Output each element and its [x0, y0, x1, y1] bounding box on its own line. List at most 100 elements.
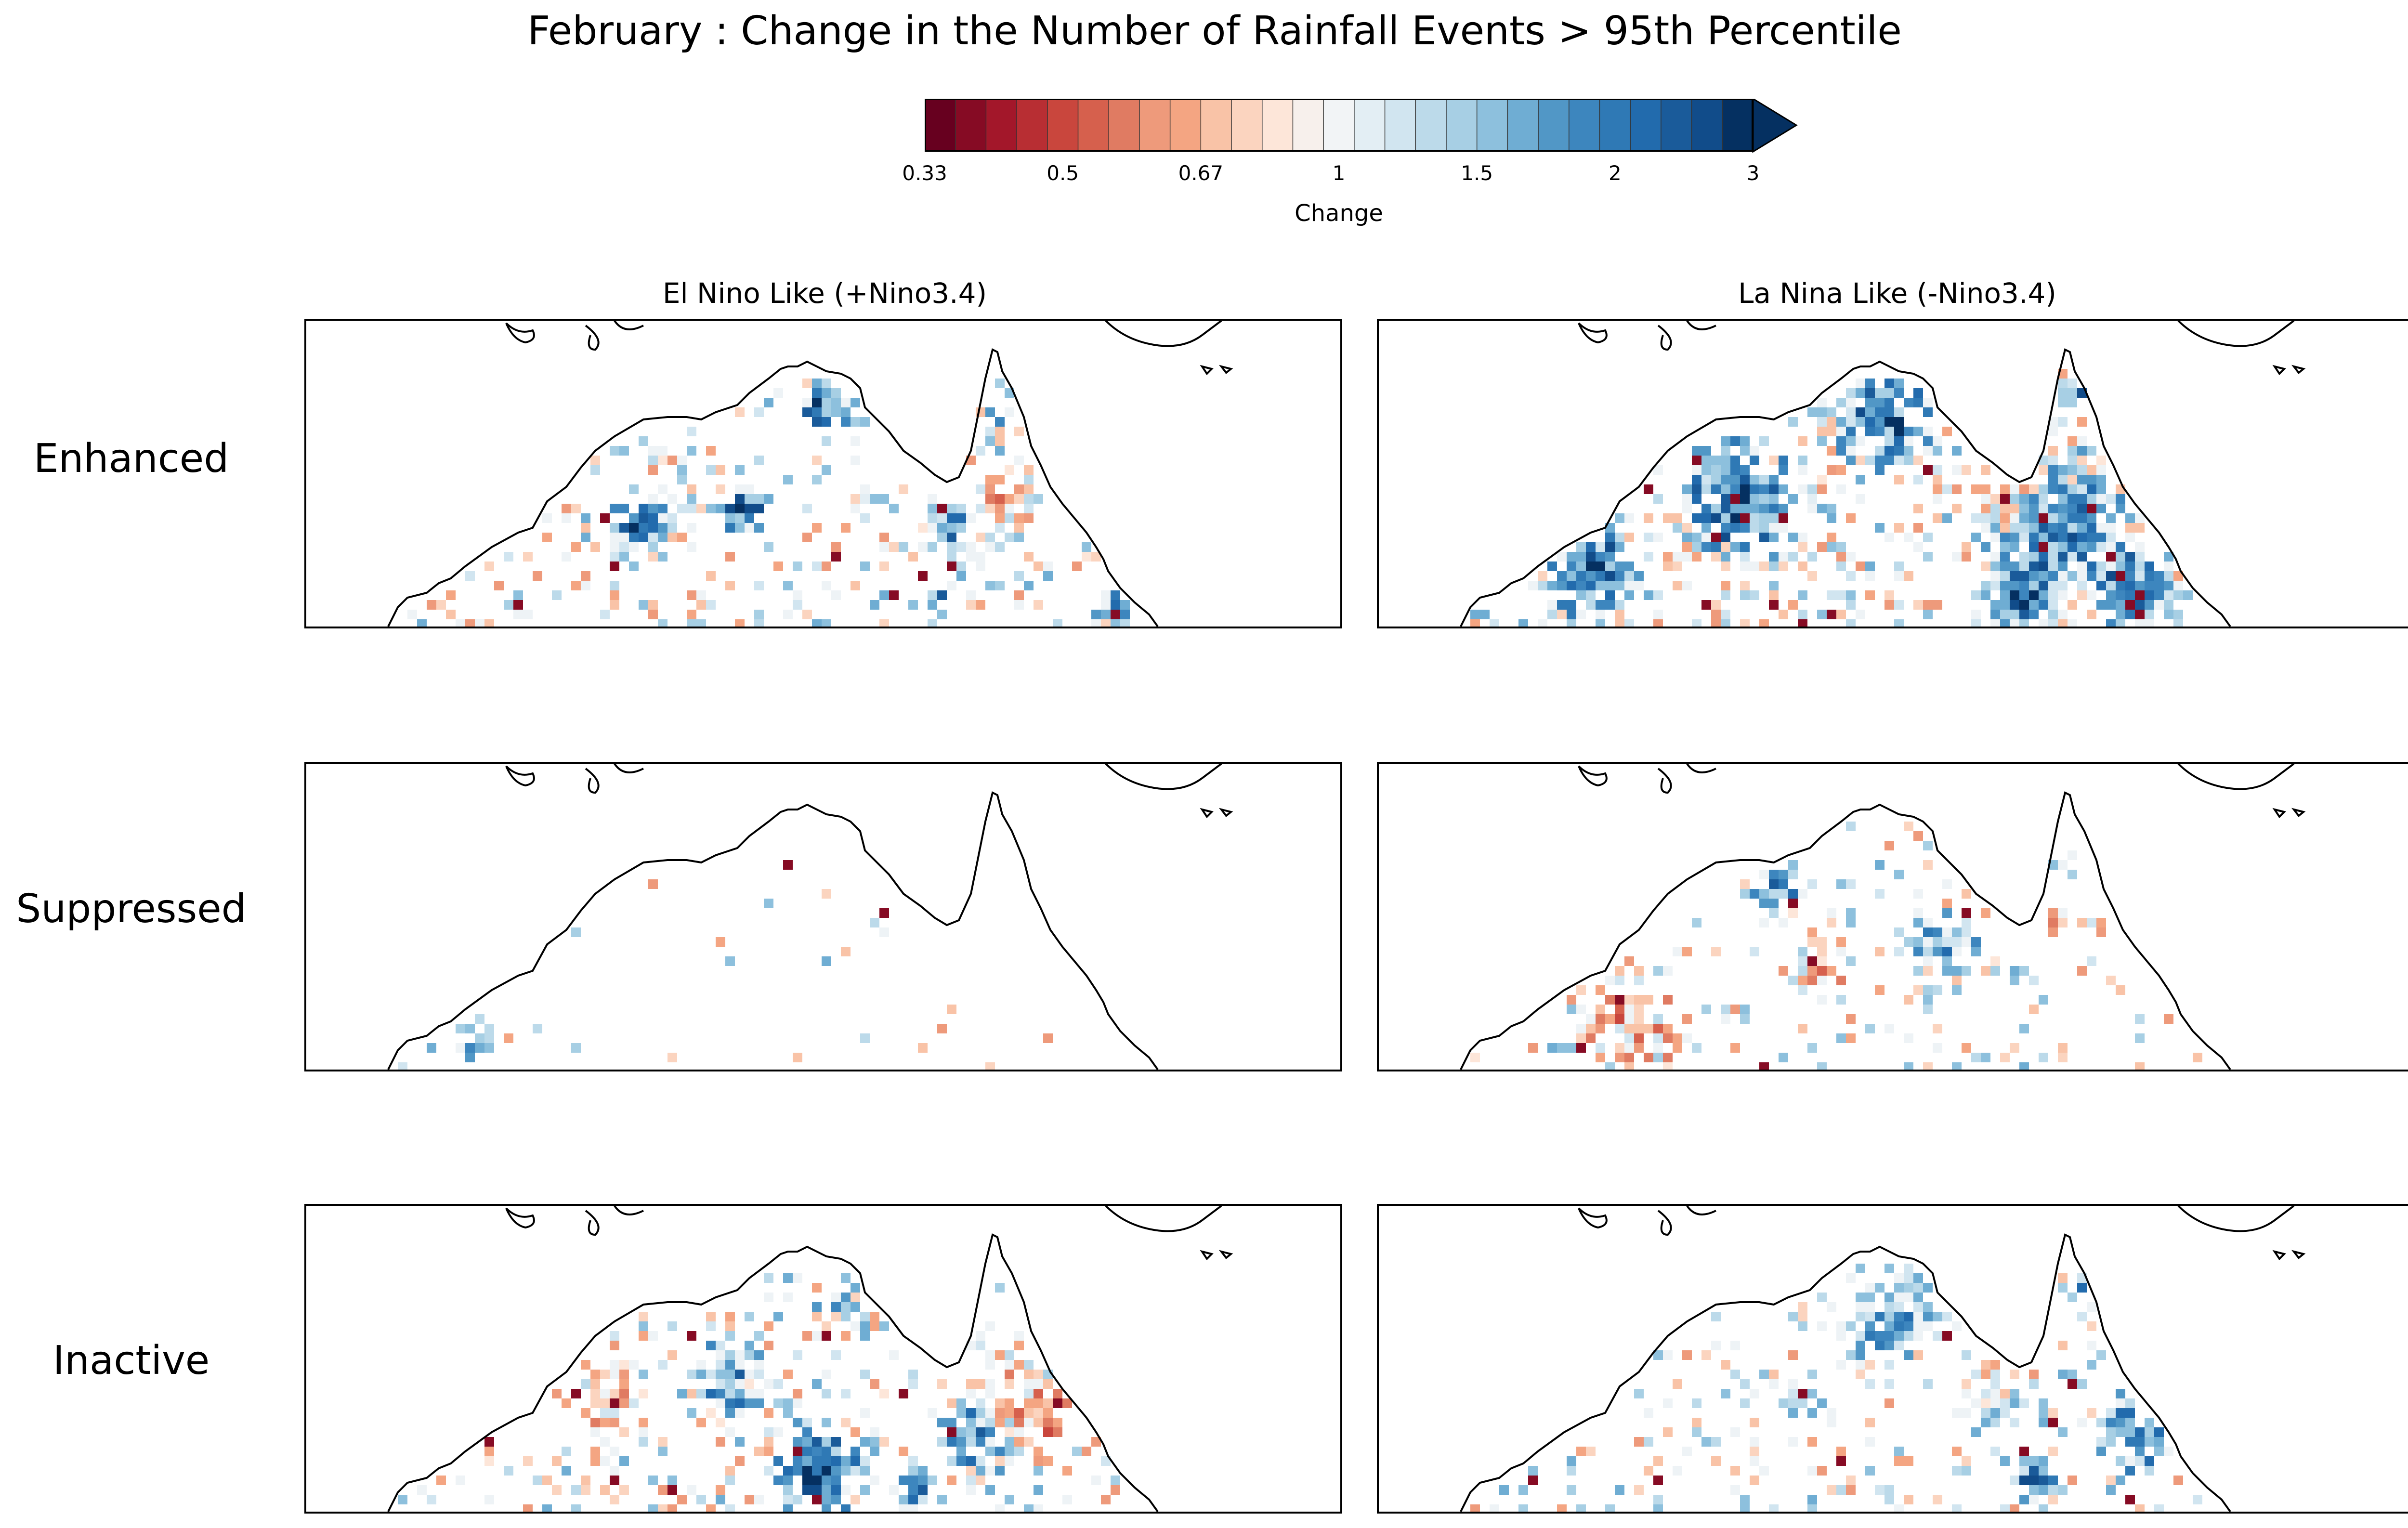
grid-cell — [2135, 1437, 2145, 1447]
grid-cell — [1759, 918, 1769, 927]
grid-cell — [822, 398, 831, 407]
grid-cell — [754, 407, 764, 417]
grid-cell — [2068, 446, 2077, 456]
grid-cell — [1856, 417, 1865, 427]
grid-cell — [1111, 619, 1120, 627]
grid-cell — [2154, 571, 2164, 581]
grid-cell — [1005, 513, 1014, 523]
grid-cell — [812, 1476, 822, 1485]
grid-cell — [2077, 571, 2087, 581]
map-panel-inactive-la-nina — [1377, 1204, 2408, 1514]
grid-cell — [745, 1350, 754, 1360]
grid-cell — [2039, 600, 2048, 610]
grid-cell — [1750, 494, 1759, 504]
grid-cell — [899, 484, 908, 494]
grid-cell — [1721, 533, 1730, 542]
grid-cell — [1653, 1024, 1663, 1033]
colorbar-segment — [1077, 98, 1110, 152]
grid-cell — [2164, 610, 2173, 619]
grid-cell — [1875, 456, 1885, 465]
grid-cell — [822, 1485, 831, 1495]
grid-cell — [2048, 1408, 2058, 1418]
grid-cell — [1740, 494, 1750, 504]
grid-cell — [1673, 523, 1682, 533]
grid-cell — [1885, 1264, 1894, 1273]
grid-cell — [2125, 581, 2135, 590]
grid-cell — [937, 1379, 947, 1389]
grid-cell — [1807, 1466, 1817, 1476]
grid-cell — [2000, 552, 2010, 562]
colorbar-segment — [1446, 98, 1478, 152]
grid-cell — [2125, 1427, 2135, 1437]
grid-cell — [658, 446, 667, 456]
grid-cell — [2039, 1418, 2048, 1427]
grid-cell — [1740, 1014, 1750, 1024]
grid-cell — [1779, 465, 1788, 475]
grid-cell — [2077, 918, 2087, 927]
grid-cell — [2125, 1398, 2135, 1408]
grid-cell — [1981, 1370, 1990, 1379]
grid-cell — [648, 533, 658, 542]
grid-cell — [2058, 581, 2068, 590]
grid-cell — [1894, 1331, 1904, 1341]
grid-cell — [2116, 1456, 2125, 1466]
grid-cell — [1528, 1043, 1538, 1053]
grid-cell — [1701, 1437, 1711, 1447]
grid-cell — [1779, 456, 1788, 465]
grid-cell — [802, 504, 812, 513]
grid-cell — [860, 1321, 870, 1331]
grid-cell — [2087, 610, 2096, 619]
grid-cell — [1933, 436, 1942, 446]
grid-cell — [2039, 1485, 2048, 1495]
grid-cell — [2000, 523, 2010, 533]
grid-cell — [1798, 456, 1807, 465]
island-coastline — [1578, 765, 1608, 787]
grid-cell — [1875, 889, 1885, 899]
grid-cell — [687, 427, 696, 436]
grid-cell — [966, 1427, 976, 1437]
grid-cell — [841, 1331, 851, 1341]
grid-cell — [956, 542, 966, 552]
colorbar-segment — [1722, 98, 1754, 152]
grid-cell — [1865, 1302, 1875, 1312]
grid-cell — [533, 1476, 542, 1485]
grid-cell — [2048, 513, 2058, 523]
grid-cell — [590, 1389, 600, 1398]
grid-cell — [735, 494, 745, 504]
grid-cell — [590, 1370, 600, 1379]
grid-cell — [2077, 436, 2087, 446]
grid-cell — [1034, 1485, 1043, 1495]
grid-cell — [1711, 1341, 1721, 1350]
grid-cell — [860, 1408, 870, 1418]
grid-cell — [639, 1312, 648, 1321]
grid-cell — [1990, 1379, 2000, 1389]
grid-cell — [1682, 1014, 1692, 1024]
grid-cell — [735, 407, 745, 417]
grid-cell — [1721, 465, 1730, 475]
grid-cell — [745, 1312, 754, 1321]
grid-cell — [2039, 571, 2048, 581]
grid-cell — [1634, 1485, 1644, 1495]
grid-cell — [1836, 879, 1846, 889]
grid-cell — [2068, 870, 2077, 879]
grid-cell — [1817, 1398, 1827, 1408]
grid-cell — [1634, 995, 1644, 1005]
grid-cell — [2058, 398, 2068, 407]
grid-cell — [1528, 1466, 1538, 1476]
grid-cell — [1846, 590, 1856, 600]
grid-cell — [831, 1495, 841, 1504]
grid-cell — [1740, 1398, 1750, 1408]
grid-cell — [745, 484, 754, 494]
grid-cell — [1942, 927, 1952, 937]
grid-cell — [1913, 600, 1923, 610]
grid-cell — [1005, 504, 1014, 513]
grid-cell — [1817, 1321, 1827, 1331]
grid-cell — [1846, 456, 1856, 465]
grid-cell — [966, 542, 976, 552]
grid-cell — [2068, 1293, 2077, 1302]
grid-cell — [2019, 571, 2029, 581]
grid-cell — [2154, 581, 2164, 590]
grid-cell — [600, 1389, 610, 1398]
grid-cell — [754, 523, 764, 533]
grid-cell — [1875, 1312, 1885, 1321]
